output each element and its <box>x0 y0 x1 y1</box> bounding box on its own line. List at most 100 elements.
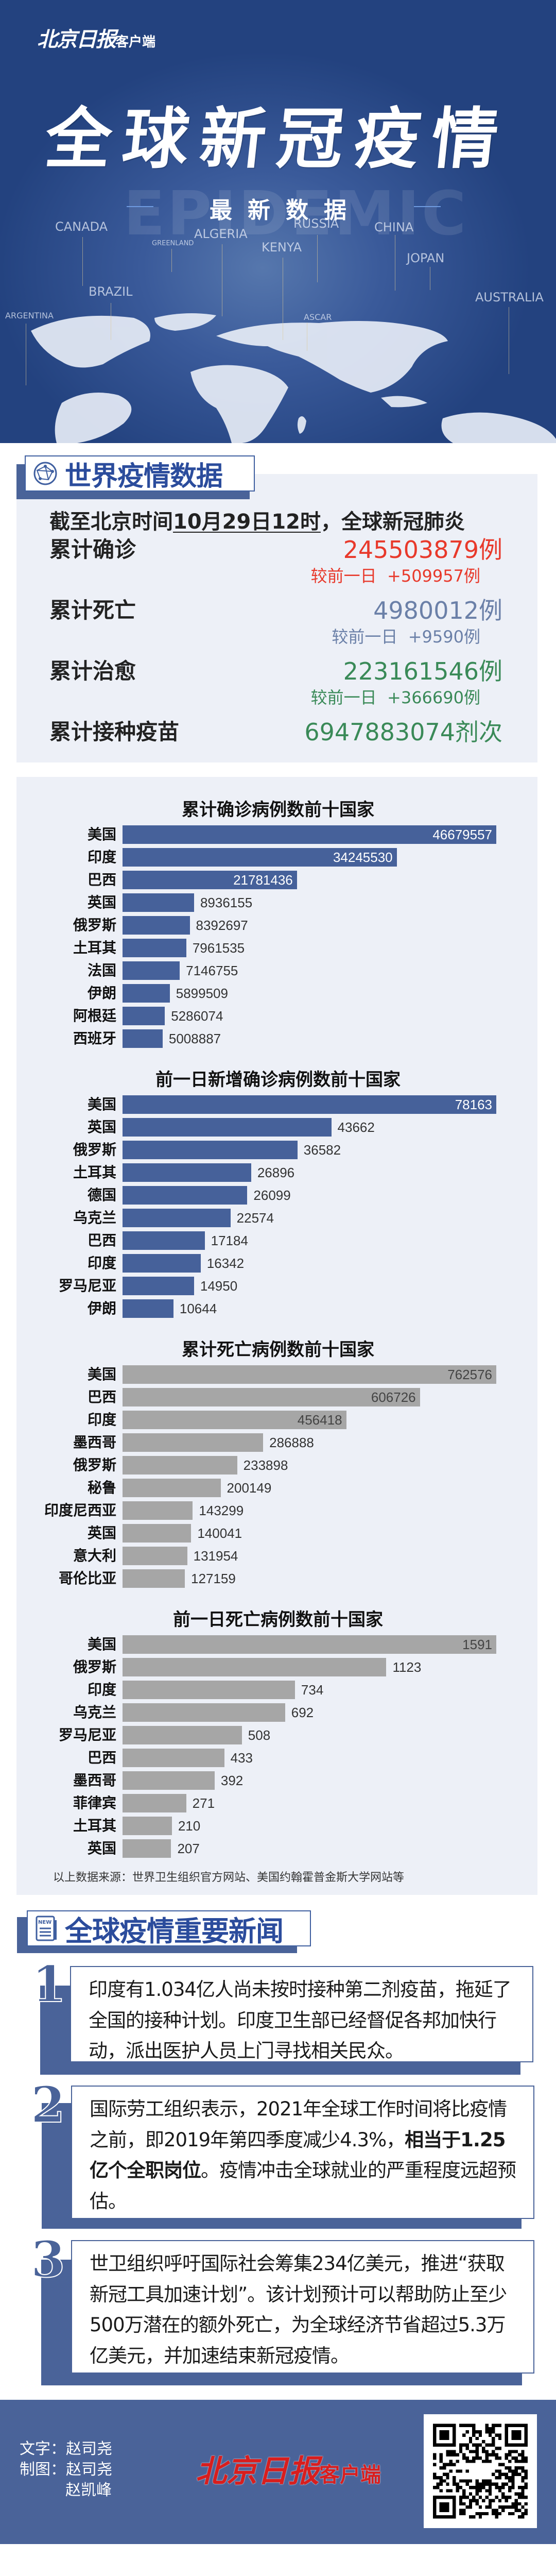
bar-value-label: 508 <box>248 1727 271 1743</box>
qr-code-pattern <box>433 2424 528 2519</box>
bar-row: 伊朗 10644 <box>0 1299 556 1318</box>
news-number: 2 <box>30 2076 66 2134</box>
bar-category-label: 罗马尼亚 <box>58 1277 116 1294</box>
bar-value-label: 26896 <box>257 1165 295 1180</box>
stats-section-title: 世界疫情数据 <box>65 461 223 492</box>
bar-category-label: 伊朗 <box>87 1300 116 1317</box>
bar <box>123 1388 420 1406</box>
bar-row: 法国 7146755 <box>0 961 556 980</box>
bar <box>123 1299 173 1318</box>
news-text: 。疫情冲击全球就业的严重程度远超预估。 <box>90 2159 516 2212</box>
map-label: GREENLAND <box>152 240 194 247</box>
bar-value-label: 7961535 <box>192 940 245 956</box>
bar-category-label: 印度 <box>87 1255 116 1272</box>
bar <box>123 1726 242 1744</box>
map-label: RUSSIA <box>293 216 339 231</box>
bar <box>123 1547 187 1565</box>
bar-category-label: 伊朗 <box>87 985 116 1002</box>
map-pin-line <box>171 249 172 272</box>
bar-row: 英国 140041 <box>0 1524 556 1543</box>
bar <box>123 871 297 889</box>
bar-row: 西班牙 5008887 <box>0 1029 556 1048</box>
qr-code-icon[interactable] <box>424 2414 537 2528</box>
map-label: BRAZIL <box>89 284 133 299</box>
bar <box>123 1365 496 1384</box>
confirmed-delta: 较前一日 +509957例 <box>311 568 480 584</box>
world-map-illustration <box>31 313 556 443</box>
bar-category-label: 巴西 <box>87 1232 116 1249</box>
world-stats-panel <box>16 474 537 762</box>
confirmed-value: 245503879例 <box>343 536 502 564</box>
world-stats-section: 世界疫情数据 截至北京时间10月29日12时，全球新冠肺炎 累计确诊 24550… <box>0 455 556 765</box>
date-statement: 截至北京时间10月29日12时，全球新冠肺炎 <box>49 505 465 535</box>
bar-category-label: 罗马尼亚 <box>58 1726 116 1743</box>
newspaper-icon: NEW <box>36 1916 57 1941</box>
bar <box>123 1209 231 1227</box>
chart-title: 前一日新增确诊病例数前十国家 <box>155 1070 401 1090</box>
map-label: CHINA <box>374 220 414 234</box>
bar-value-label: 1123 <box>392 1659 422 1675</box>
bar-value-label: 8936155 <box>200 895 253 910</box>
bar-row: 土耳其 26896 <box>0 1163 556 1182</box>
bar-value-label: 456418 <box>297 1412 342 1428</box>
bar-row: 意大利 131954 <box>0 1547 556 1565</box>
bar-category-label: 德国 <box>87 1187 116 1204</box>
footer: 文字：赵司尧 制图：赵司尧 赵凯峰 北京日报客户端 <box>0 2400 556 2544</box>
bar <box>123 1231 205 1250</box>
page-title: 全球新冠疫情 <box>41 101 513 178</box>
bar-value-label: 16342 <box>206 1256 245 1271</box>
brand-logo: 北京日报客户端 <box>37 23 155 53</box>
bar-category-label: 俄罗斯 <box>73 1456 116 1473</box>
bar-value-label: 131954 <box>193 1548 238 1564</box>
map-pin-line <box>82 237 83 286</box>
bar-row: 阿根廷 5286074 <box>0 1007 556 1025</box>
bar <box>123 1029 163 1048</box>
bar-category-label: 巴西 <box>87 1388 116 1405</box>
bar-value-label: 5899509 <box>176 986 228 1001</box>
bar-row: 俄罗斯 8392697 <box>0 916 556 935</box>
bar-value-label: 7146755 <box>186 963 238 978</box>
bar <box>123 1118 332 1137</box>
bar-value-label: 78163 <box>455 1097 492 1112</box>
news-text: 印度有1.034亿人尚未按时接种第二剂疫苗，拖延了全国的接种计划。印度卫生部已经… <box>89 1978 512 2062</box>
bar-category-label: 阿根廷 <box>73 1007 116 1024</box>
bar-value-label: 200149 <box>227 1480 272 1496</box>
map-label: ASCAR <box>304 312 332 322</box>
recovered-delta: 较前一日 +366690例 <box>311 689 480 706</box>
bar-value-label: 233898 <box>243 1458 288 1473</box>
bar-row: 印度 16342 <box>0 1254 556 1273</box>
delta-value: +366690例 <box>387 688 480 707</box>
news-section: NEW 全球疫情重要新闻 1 印度有1.034亿人尚未按时接种第二剂疫苗，拖延了… <box>0 1910 556 2389</box>
bar-category-label: 意大利 <box>73 1547 116 1564</box>
bar-category-label: 印度尼西亚 <box>44 1502 116 1519</box>
bar-category-label: 印度 <box>87 1411 116 1428</box>
bar <box>123 1433 264 1452</box>
bar-row: 美国 78163 <box>0 1095 556 1114</box>
bar-category-label: 英国 <box>87 894 116 911</box>
deaths-value: 4980012例 <box>373 597 502 624</box>
bar-row: 巴西 606726 <box>0 1388 556 1406</box>
map-label: KENYA <box>262 240 302 255</box>
bar-category-label: 美国 <box>87 1636 116 1653</box>
bar <box>123 1635 496 1654</box>
bar <box>123 1456 237 1475</box>
delta-label: 较前一日 <box>332 627 398 647</box>
deaths-label: 累计死亡 <box>49 598 136 623</box>
bar <box>123 1095 496 1114</box>
map-label: ALGERIA <box>194 227 248 241</box>
bar-category-label: 美国 <box>87 826 116 843</box>
bar-row: 秘鲁 200149 <box>0 1479 556 1497</box>
bar-category-label: 西班牙 <box>73 1030 116 1047</box>
divider-right <box>414 206 441 207</box>
news-item-3: 世卫组织呼吁国际社会筹集234亿美元，推进“获取新冠工具加速计划”。该计划预计可… <box>71 2240 534 2374</box>
bar-value-label: 207 <box>177 1841 200 1856</box>
bar <box>123 1839 171 1858</box>
bar-category-label: 法国 <box>87 962 116 979</box>
bar <box>123 1479 221 1497</box>
confirmed-label: 累计确诊 <box>49 537 136 562</box>
bar-row: 印度 456418 <box>0 1411 556 1429</box>
bar-row: 俄罗斯 36582 <box>0 1141 556 1159</box>
bar <box>123 961 180 980</box>
bar <box>123 1681 295 1699</box>
bar <box>123 1817 172 1835</box>
